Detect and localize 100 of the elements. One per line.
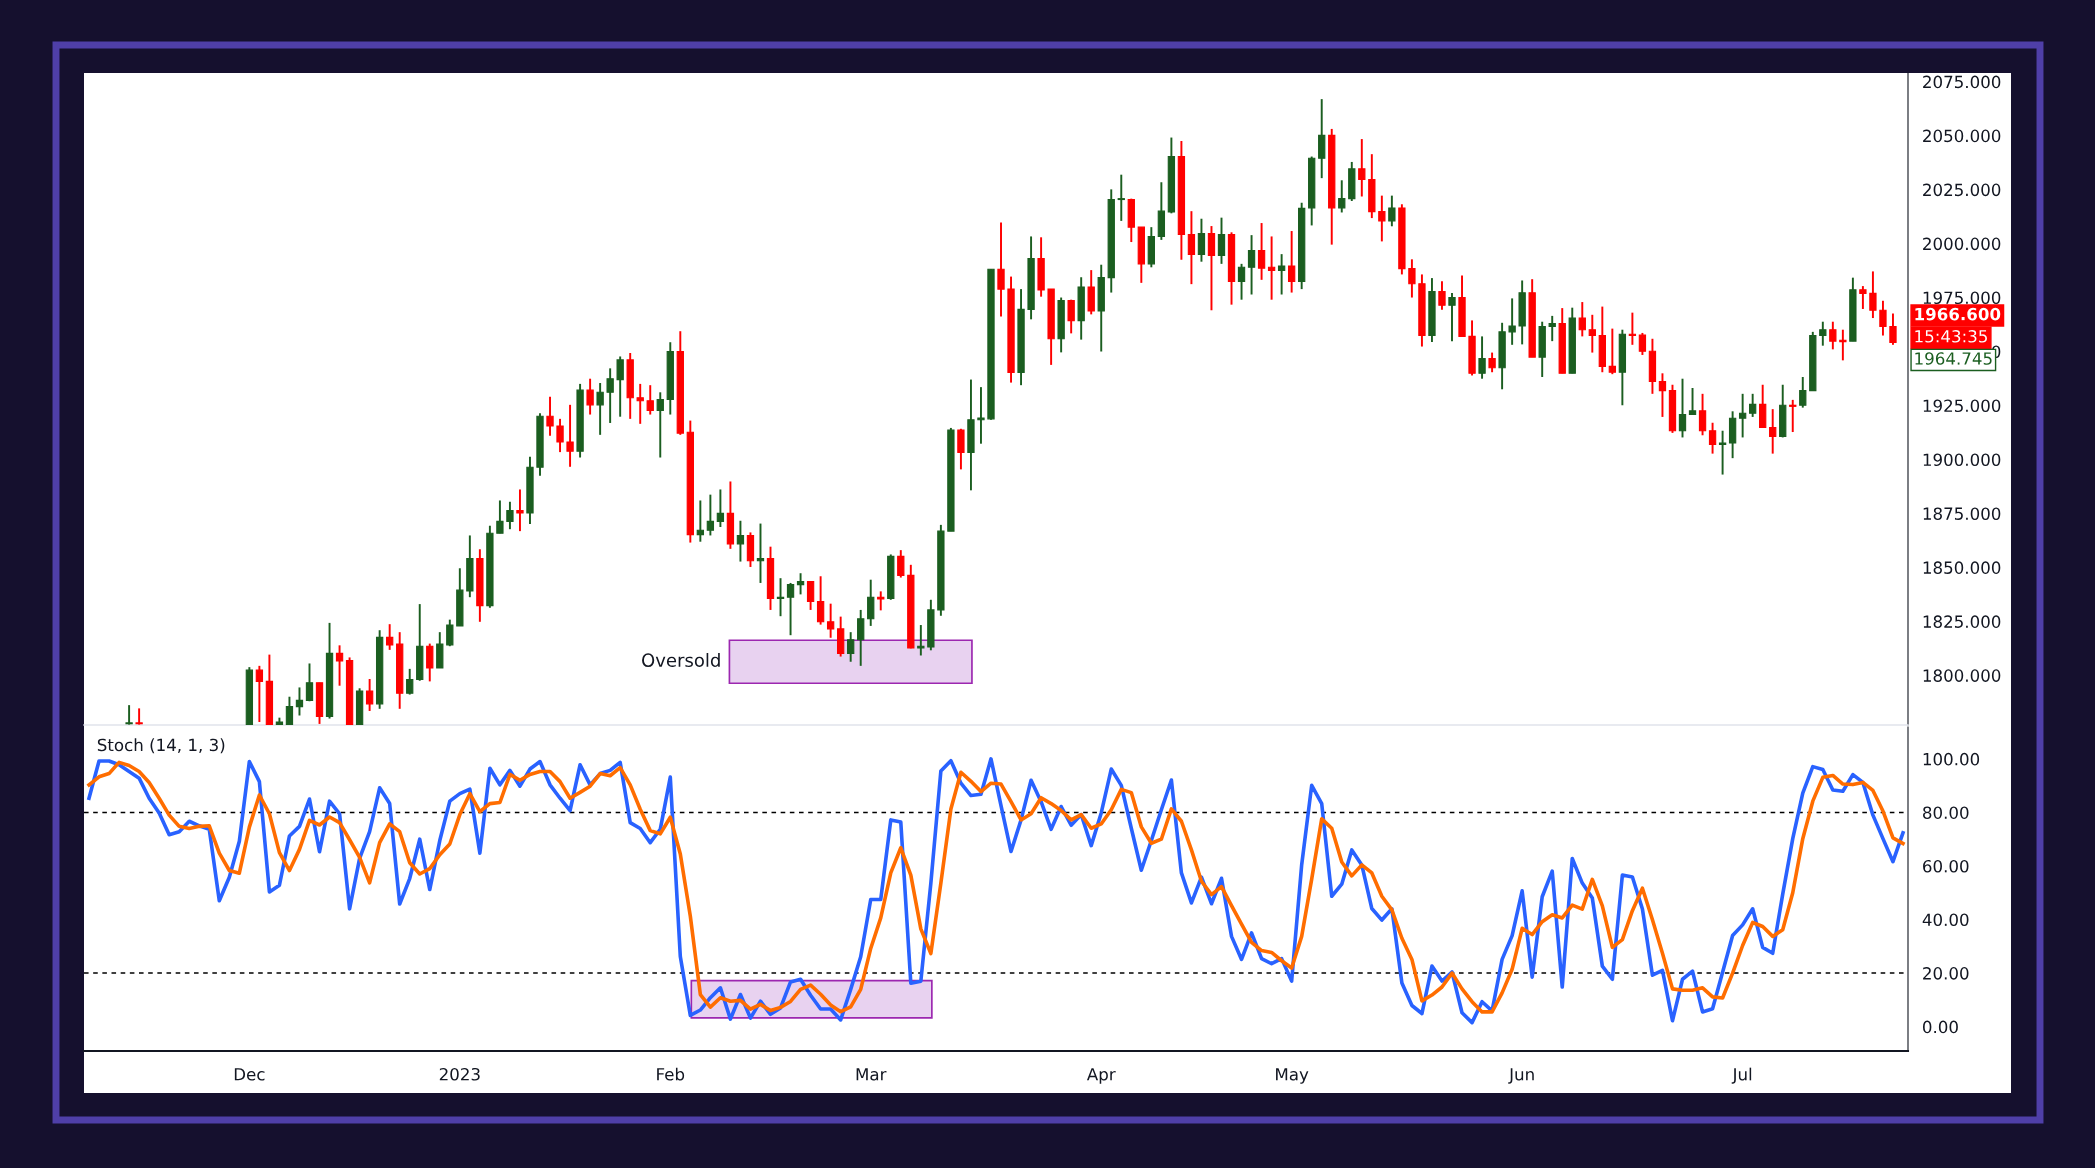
candlestick	[305, 662, 314, 703]
candlestick	[1087, 269, 1095, 316]
candlestick	[1698, 392, 1707, 437]
candlestick	[1378, 194, 1386, 243]
text: 1966.600	[1915, 307, 2001, 321]
candlestick	[1478, 335, 1486, 380]
candlestick	[285, 695, 294, 725]
candlestick	[1738, 392, 1747, 439]
candlestick	[566, 403, 574, 468]
y-tick-label: 20.00	[1923, 967, 1969, 980]
candlestick	[1067, 298, 1075, 335]
x-tick-label: Mar	[856, 1068, 887, 1081]
y-tick-label: 1875.000	[1923, 507, 2001, 520]
candlestick	[786, 581, 795, 637]
candlestick	[406, 667, 414, 696]
candlestick	[596, 382, 604, 436]
text: Stoch (14, 1, 3)	[97, 738, 225, 754]
candlestick	[736, 519, 745, 563]
candlestick	[1879, 299, 1887, 337]
candlestick	[365, 678, 374, 712]
candlestick	[255, 664, 264, 723]
candlestick	[957, 427, 965, 471]
candlestick	[977, 386, 985, 445]
candlestick	[917, 624, 925, 657]
y-tick-label: 1825.000	[1923, 615, 2001, 628]
candlestick	[816, 575, 825, 626]
candlestick	[847, 631, 855, 663]
candlestick	[867, 578, 875, 627]
candlestick	[1257, 222, 1266, 281]
candlestick	[1769, 408, 1777, 455]
candlestick	[1247, 234, 1256, 296]
candlestick	[1237, 262, 1246, 301]
candlestick	[897, 549, 905, 579]
candlestick	[606, 367, 614, 424]
candlestick	[877, 590, 885, 612]
candlestick	[556, 417, 564, 454]
candlestick	[295, 686, 304, 717]
y-tick-label: 0.00	[1922, 1020, 1958, 1034]
candlestick	[1277, 253, 1286, 296]
candlestick	[1789, 398, 1797, 433]
candlestick	[1358, 138, 1366, 198]
candlestick	[1608, 327, 1617, 376]
candlestick	[1708, 421, 1717, 455]
candlestick	[1287, 230, 1296, 294]
candlestick	[1508, 297, 1516, 346]
candlestick	[335, 644, 344, 687]
y-tick-label: 1925.000	[1923, 399, 2001, 413]
candlestick	[1217, 216, 1226, 265]
candlestick	[496, 499, 504, 535]
candlestick	[706, 493, 715, 537]
y-tick-label: 1800.000	[1923, 669, 2001, 682]
x-tick-label: 2023	[439, 1067, 480, 1081]
candlestick	[446, 618, 454, 648]
y-tick-label: 100.00	[1923, 752, 1980, 766]
candlestick	[1658, 372, 1667, 418]
candlestick	[1408, 258, 1416, 299]
candlestick	[1267, 235, 1276, 301]
candlestick	[516, 488, 524, 533]
annotation: Oversold	[642, 653, 720, 667]
x-tick-label: Apr	[1086, 1068, 1116, 1084]
y-tick-label: 1975.000	[1923, 291, 2001, 305]
candlestick	[1799, 376, 1807, 409]
candlestick	[646, 384, 654, 416]
candlestick	[696, 499, 705, 543]
y-tick-label: 40.00	[1922, 913, 1969, 927]
candlestick	[1318, 98, 1326, 180]
candlestick	[1117, 173, 1125, 222]
x-tick-label: Feb	[657, 1067, 685, 1081]
y-tick-label: 80.00	[1923, 806, 1969, 819]
candlestick	[1548, 314, 1556, 343]
y-tick-label: 60.00	[1923, 859, 1969, 873]
candlestick	[806, 580, 815, 611]
candlestick	[386, 623, 394, 651]
candlestick	[1829, 320, 1837, 351]
candlestick	[1678, 377, 1687, 439]
candlestick	[656, 391, 664, 459]
candlestick	[426, 642, 434, 683]
candlestick	[1207, 225, 1216, 312]
candlestick	[125, 704, 133, 725]
candlestick	[716, 488, 725, 528]
candlestick	[1338, 179, 1346, 214]
candlestick	[1819, 320, 1827, 347]
x-tick-label: Dec	[234, 1068, 265, 1081]
y-tick-label: 2000.000	[1923, 237, 2001, 251]
y-tick-label: 2075.000	[1923, 75, 2001, 89]
x-tick-label: May	[1276, 1068, 1309, 1084]
candlestick	[997, 221, 1005, 318]
candlestick	[586, 377, 594, 416]
candlestick	[1438, 280, 1446, 311]
candlestick	[1448, 292, 1456, 343]
text: 1964.745	[1915, 352, 1992, 365]
candlestick	[1638, 331, 1647, 356]
candlestick	[1388, 194, 1396, 228]
candlestick	[135, 707, 143, 725]
candlestick	[546, 395, 554, 437]
candlestick	[1718, 429, 1727, 476]
y-tick-label: 1850.000	[1923, 561, 2001, 574]
y-tick-label: 2025.000	[1923, 183, 2001, 197]
candlestick	[1748, 392, 1757, 418]
candlestick	[826, 602, 835, 639]
